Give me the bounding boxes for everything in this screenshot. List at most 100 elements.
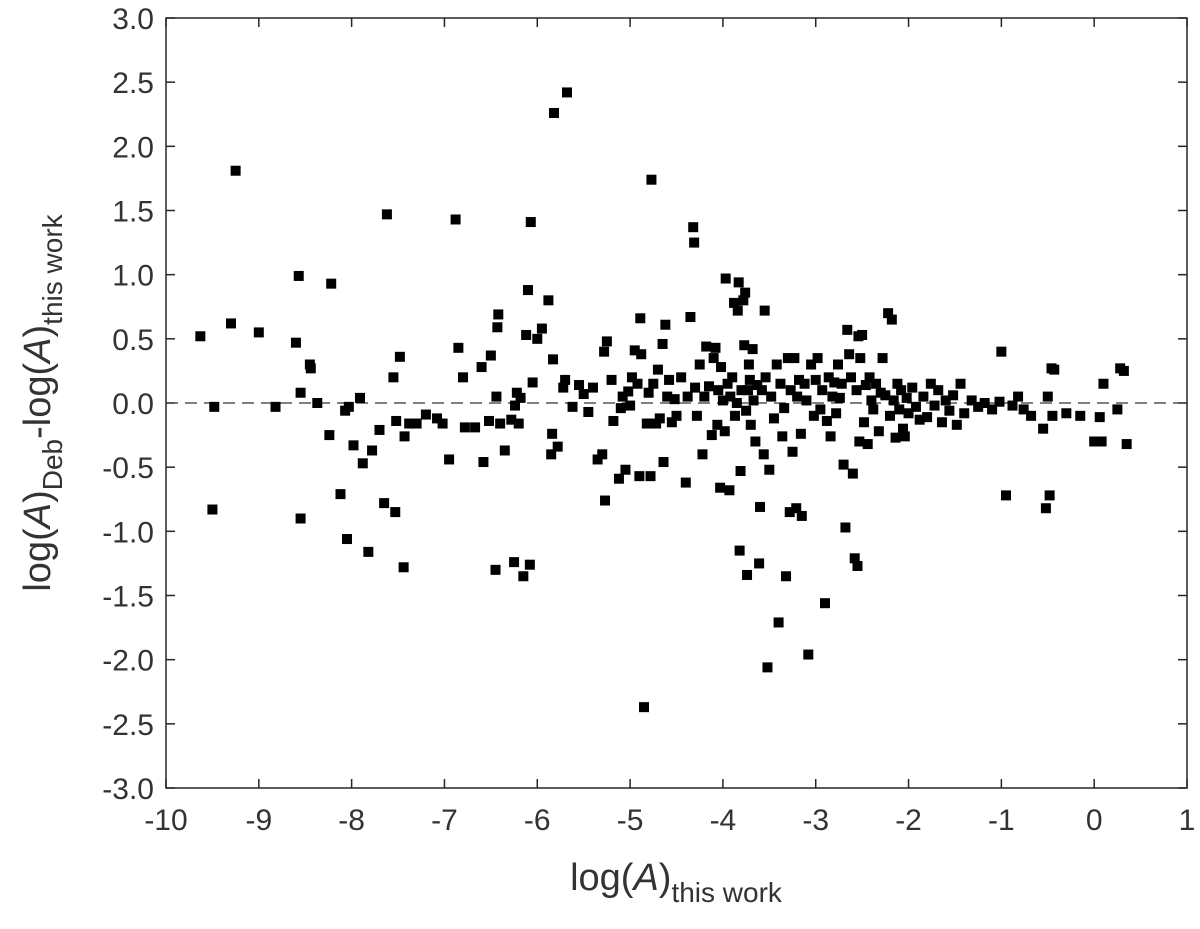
data-point <box>784 507 795 518</box>
data-point <box>341 534 352 545</box>
data-point <box>548 354 559 365</box>
data-point <box>561 87 572 98</box>
data-point <box>758 449 769 460</box>
data-point <box>613 473 624 484</box>
data-point <box>527 377 538 388</box>
data-point <box>744 374 755 385</box>
data-point <box>270 401 281 412</box>
data-point <box>546 449 557 460</box>
data-point <box>682 391 693 402</box>
data-point <box>583 406 594 417</box>
y-axis-label-close-2: ) <box>17 325 59 338</box>
data-point <box>348 440 359 451</box>
data-point <box>506 414 517 425</box>
data-point <box>764 464 775 475</box>
data-point <box>799 378 810 389</box>
data-point <box>450 214 461 225</box>
data-point <box>948 390 959 401</box>
data-point <box>795 428 806 439</box>
data-point <box>847 468 858 479</box>
data-point <box>782 353 793 364</box>
data-point <box>669 394 680 405</box>
data-point <box>766 391 777 402</box>
y-tick-label: 0.5 <box>112 324 154 357</box>
data-point <box>973 401 984 412</box>
data-point <box>651 418 662 429</box>
data-point <box>641 418 652 429</box>
data-point <box>756 385 767 396</box>
data-point <box>851 385 862 396</box>
data-point <box>1042 391 1053 402</box>
data-point <box>806 359 817 370</box>
data-point <box>629 345 640 356</box>
data-point <box>525 217 536 228</box>
data-point <box>478 457 489 468</box>
data-point <box>854 436 865 447</box>
data-point <box>781 571 792 582</box>
data-point <box>715 482 726 493</box>
x-tick-label: -1 <box>988 804 1015 837</box>
data-point <box>485 350 496 361</box>
data-point <box>892 378 903 389</box>
x-tick-label: 1 <box>1179 804 1196 837</box>
x-tick-label: -5 <box>617 804 644 837</box>
data-point <box>1001 490 1012 501</box>
data-point <box>883 308 894 319</box>
y-axis-label: log(A)Deb-log(A)this work <box>17 213 68 591</box>
data-point <box>567 401 578 412</box>
data-point <box>536 323 547 334</box>
data-point <box>1040 503 1051 514</box>
data-point <box>955 378 966 389</box>
data-point <box>860 380 871 391</box>
data-point <box>951 419 962 430</box>
data-point <box>1038 423 1049 434</box>
x-tick-label: -3 <box>802 804 829 837</box>
data-point <box>944 405 955 416</box>
data-point <box>1007 400 1018 411</box>
data-point <box>662 391 673 402</box>
data-point <box>1044 490 1055 501</box>
data-point <box>701 341 712 352</box>
data-point <box>840 522 851 533</box>
data-point <box>515 392 526 403</box>
data-point <box>295 387 306 398</box>
data-point <box>600 495 611 506</box>
data-point <box>312 398 323 408</box>
data-point <box>1089 436 1100 447</box>
data-point <box>381 209 392 220</box>
data-point <box>532 333 543 344</box>
data-point <box>821 415 832 426</box>
y-axis-label-subscript-this-work: this work <box>37 213 68 324</box>
data-point <box>792 391 803 402</box>
data-point <box>736 385 747 396</box>
data-point <box>745 419 756 430</box>
data-point <box>379 498 390 509</box>
y-tick-label: 0.0 <box>112 388 154 421</box>
data-point <box>399 431 410 442</box>
data-point <box>910 401 921 412</box>
data-point <box>518 571 529 582</box>
data-point <box>458 372 469 383</box>
data-point <box>773 617 784 628</box>
data-point <box>617 391 628 402</box>
data-point <box>578 389 589 400</box>
data-point <box>652 364 663 375</box>
x-axis-label-close: ) <box>659 857 672 899</box>
data-point <box>592 454 603 465</box>
y-tick-label: -2.0 <box>102 645 154 678</box>
y-tick-label: -0.5 <box>102 452 154 485</box>
data-point <box>643 387 654 398</box>
x-tick-label: -6 <box>524 804 551 837</box>
data-point <box>740 287 751 298</box>
y-tick-label: -1.0 <box>102 516 154 549</box>
x-axis: -10 -9 -8 -7 -6 -5 -4 -3 -2 -1 0 1 <box>144 18 1195 837</box>
data-point <box>547 428 558 439</box>
data-point <box>735 466 746 477</box>
data-point <box>755 501 766 512</box>
data-point <box>886 314 897 325</box>
x-tick-label: -4 <box>710 804 737 837</box>
y-axis-label-subscript-deb: Deb <box>37 439 68 490</box>
data-point <box>855 353 866 364</box>
data-point <box>645 471 656 482</box>
data-point <box>845 372 856 383</box>
